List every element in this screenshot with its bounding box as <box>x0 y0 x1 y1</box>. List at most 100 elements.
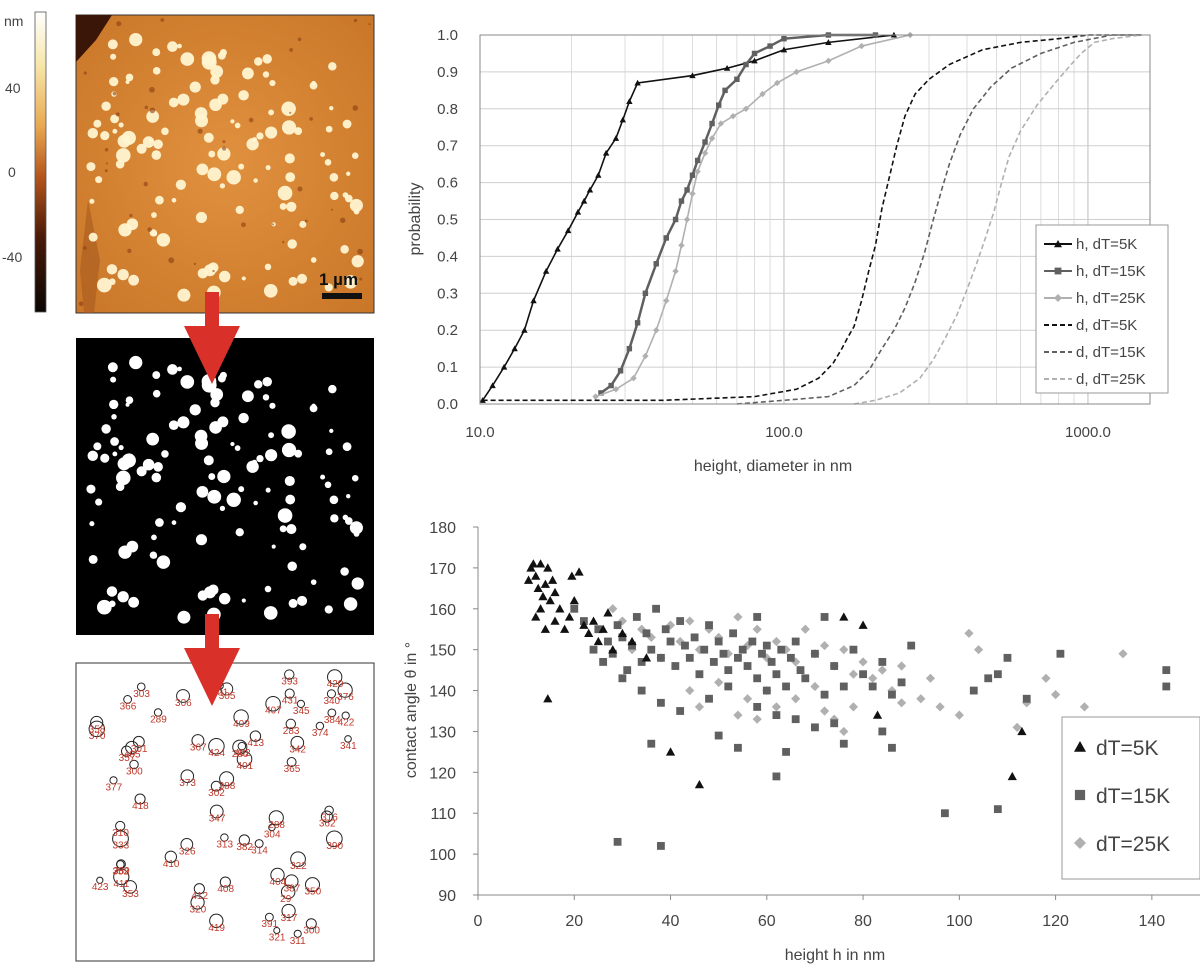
series-marker <box>554 245 561 252</box>
data-point <box>791 637 800 646</box>
data-point <box>632 613 641 621</box>
afm-particle <box>342 119 352 129</box>
mask-particle <box>177 416 190 429</box>
data-points <box>523 559 1200 850</box>
series-marker <box>542 267 550 274</box>
particle-number: 388 <box>219 781 236 792</box>
mask-particle <box>351 577 364 590</box>
data-point <box>528 559 538 568</box>
data-point <box>729 629 738 638</box>
particle-number: 424 <box>208 748 225 759</box>
afm-pit <box>82 246 87 250</box>
particle-outline <box>208 737 225 755</box>
data-point <box>742 640 753 651</box>
y-tick-label: 180 <box>429 520 456 537</box>
mask-particle <box>309 404 318 413</box>
afm-particle <box>279 202 287 210</box>
y-tick-label: 140 <box>429 684 456 701</box>
particle-outline <box>315 721 325 731</box>
afm-particle <box>342 192 349 198</box>
afm-particle <box>346 171 351 176</box>
data-point <box>604 637 612 646</box>
afm-pit <box>144 105 149 110</box>
y-axis-label: contact angle θ in ° <box>403 642 420 778</box>
series-line <box>853 34 1142 405</box>
afm-particle <box>265 165 271 171</box>
cdf-plot: 10.0 100.0 1000.0 0.0 0.1 0.2 0.3 0.4 0.5 0.6 0.7 0… <box>407 27 1169 475</box>
data-point <box>676 617 685 625</box>
particle-outline <box>180 769 195 783</box>
series-marker <box>642 290 649 297</box>
afm-pit <box>289 48 294 52</box>
mask-particle <box>265 487 271 493</box>
series-marker <box>653 327 660 334</box>
afm-particle <box>252 137 258 143</box>
afm-pit <box>197 128 203 134</box>
mask-particle <box>328 384 337 394</box>
legend-label: dT=5K <box>1096 737 1158 760</box>
data-point <box>665 747 676 756</box>
y-tick-label: 150 <box>429 643 456 660</box>
y-tick-label: 170 <box>429 561 456 578</box>
particle-outline <box>193 883 205 895</box>
particle-number: 357 <box>119 753 136 764</box>
data-point <box>617 628 627 637</box>
afm-particle <box>281 101 296 117</box>
particle-number: 321 <box>269 932 286 943</box>
afm-pit <box>289 111 292 114</box>
particle-outline <box>233 709 249 725</box>
data-point <box>935 702 945 712</box>
afm-particle <box>265 126 278 139</box>
data-point <box>964 628 974 638</box>
data-point <box>656 698 665 707</box>
y-tick-label: 120 <box>429 765 456 782</box>
data-point <box>637 686 646 695</box>
data-point <box>734 743 742 752</box>
data-point <box>618 674 627 683</box>
afm-particle <box>340 245 349 254</box>
data-point <box>896 698 907 708</box>
afm-particle <box>86 162 96 172</box>
particle-outline <box>176 689 190 703</box>
afm-pit <box>115 112 120 117</box>
data-point <box>811 723 819 732</box>
afm-pit <box>104 169 108 173</box>
mask-particle <box>161 450 169 458</box>
data-point <box>758 649 766 658</box>
particle-outline <box>88 720 106 738</box>
mask-particle <box>151 472 162 483</box>
afm-pit <box>193 262 197 266</box>
afm-pit <box>212 269 215 273</box>
mask-particle <box>180 375 195 389</box>
series-marker <box>701 149 709 157</box>
mask-particle <box>95 498 103 506</box>
data-point <box>705 621 713 630</box>
series-marker <box>663 297 670 304</box>
series-marker <box>751 57 758 64</box>
data-point <box>888 690 896 699</box>
mask-particle <box>324 605 333 614</box>
particle-number: 370 <box>89 731 106 742</box>
data-point <box>599 658 608 666</box>
mask-particle <box>281 424 296 439</box>
afm-pit <box>129 213 133 218</box>
legend-label: d, dT=5K <box>1076 317 1137 334</box>
data-point <box>811 649 819 658</box>
series-marker <box>521 327 528 333</box>
afm-particle <box>353 208 360 215</box>
data-point <box>743 662 752 670</box>
mask-particle <box>342 442 352 452</box>
particle-number: 347 <box>209 814 226 825</box>
particle-number: 405 <box>124 750 141 761</box>
data-point <box>603 608 613 617</box>
data-point <box>762 686 771 695</box>
y-tick-label: 0.5 <box>437 212 458 229</box>
particle-number: 358 <box>89 725 106 736</box>
mask-particle <box>210 388 224 401</box>
afm-particle <box>195 114 209 128</box>
afm-particle <box>284 153 295 164</box>
particle-outline <box>325 830 343 848</box>
process-arrow <box>184 292 240 384</box>
data-point <box>593 636 603 646</box>
afm-particle <box>100 131 110 141</box>
